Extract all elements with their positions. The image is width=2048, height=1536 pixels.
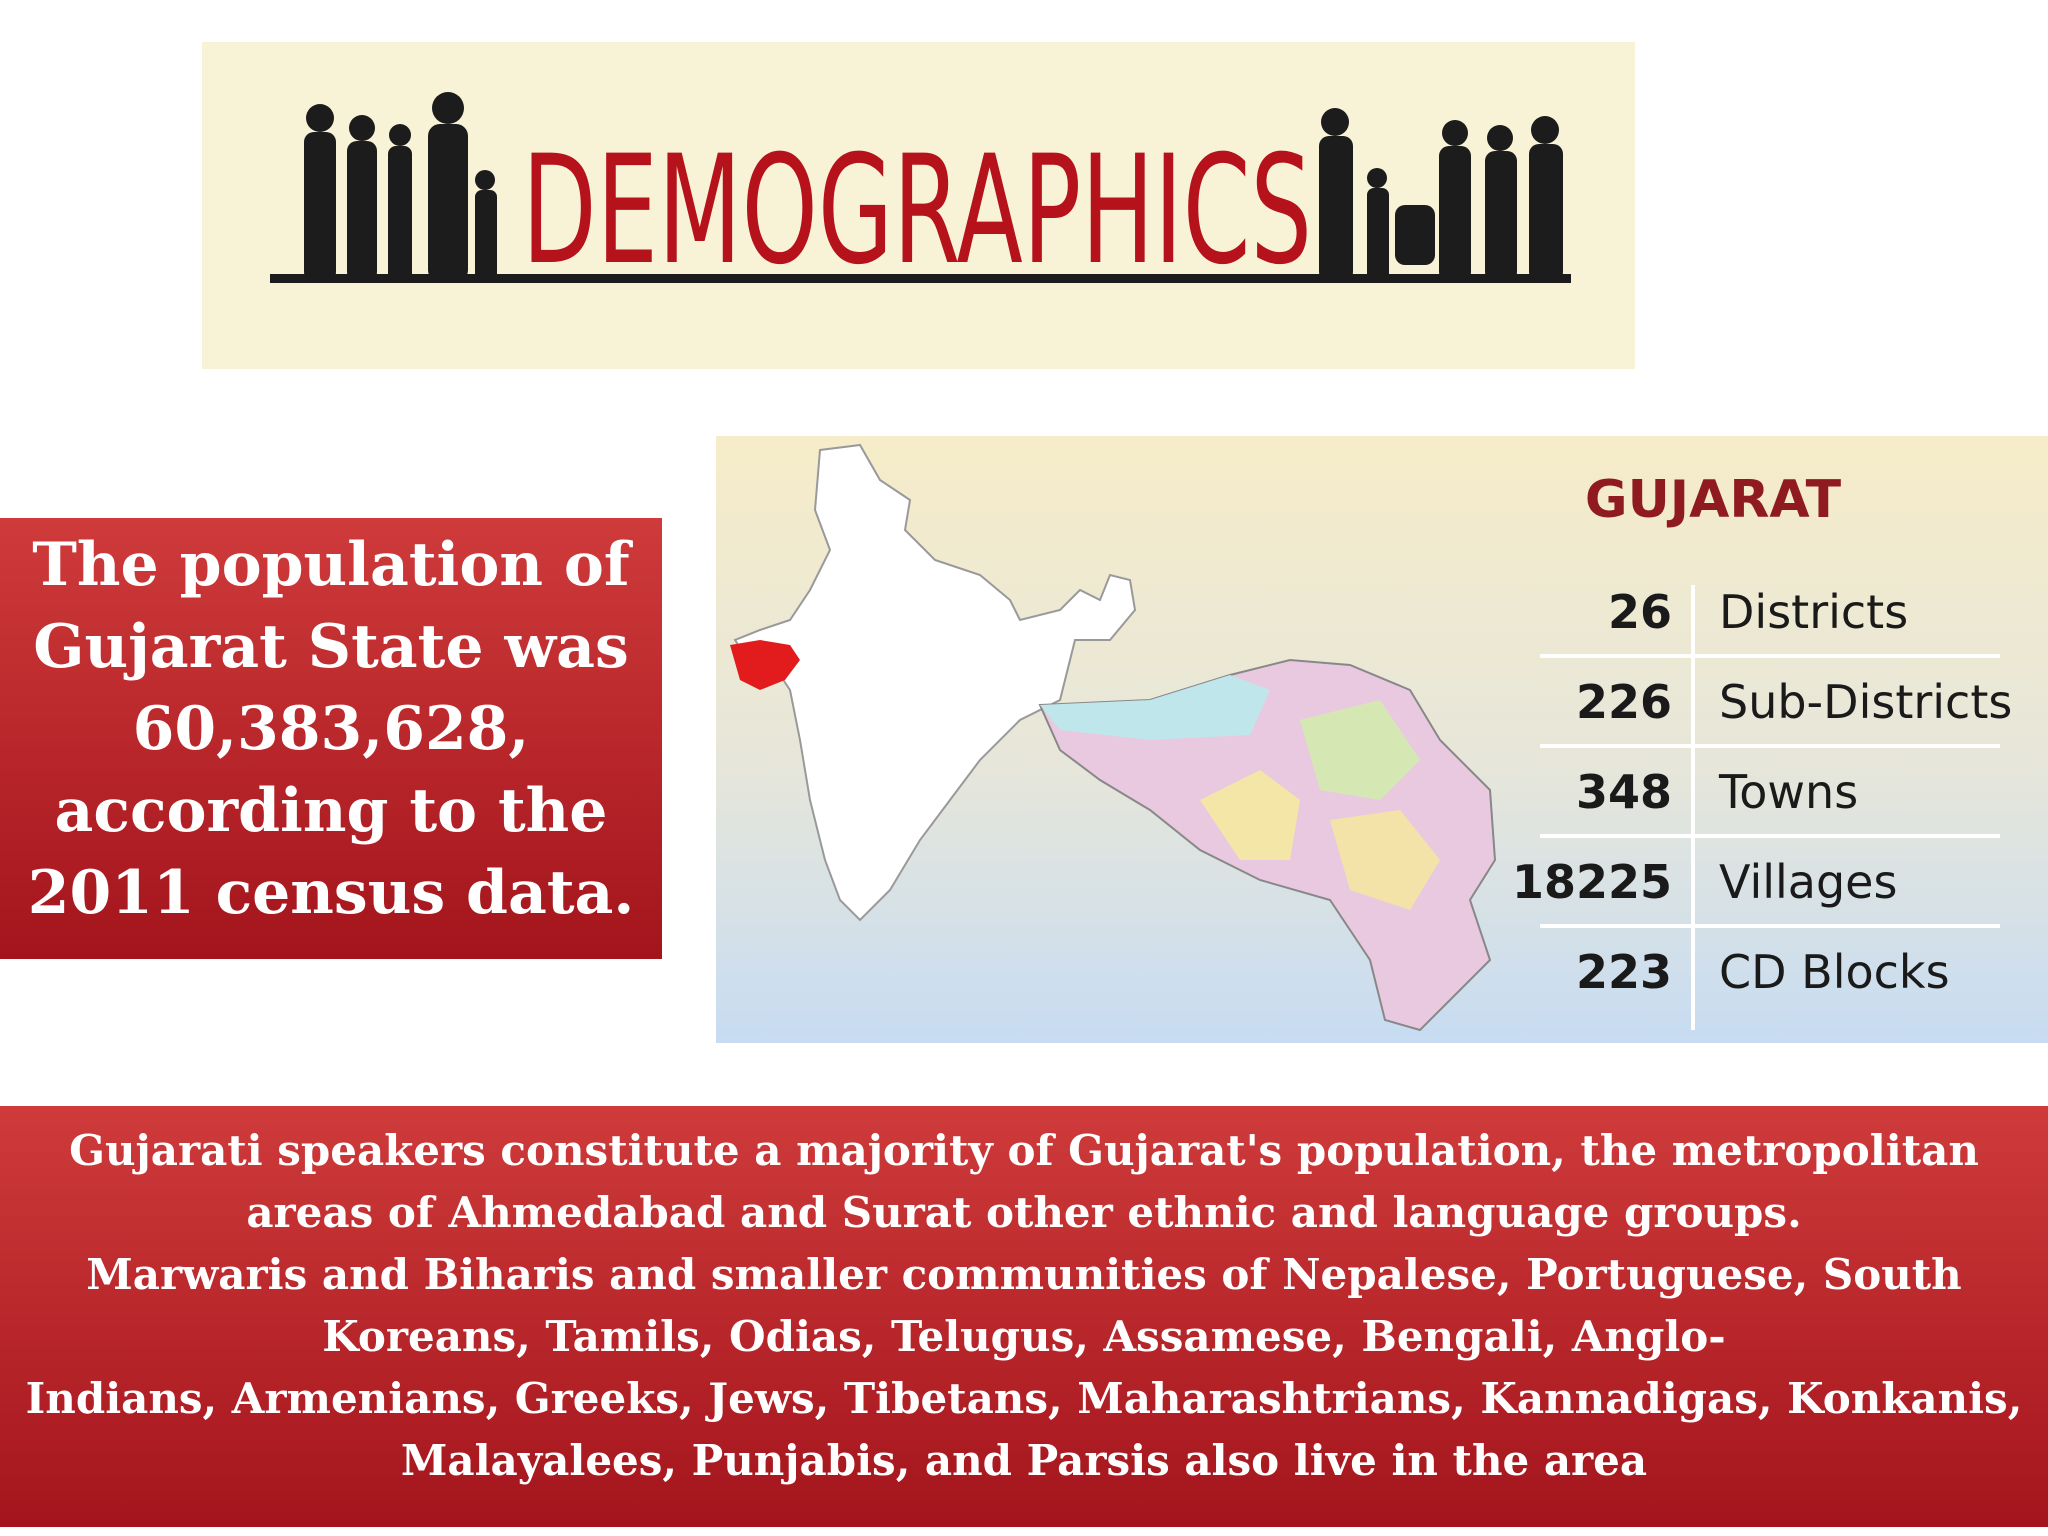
footer-line: areas of Ahmedabad and Surat other ethni… (246, 1188, 1801, 1237)
row-label: Districts (1719, 585, 1908, 639)
map-region (1330, 810, 1440, 910)
footer-line: Koreans, Tamils, Odias, Telugus, Assames… (322, 1312, 1725, 1361)
footer-line: Gujarati speakers constitute a majority … (69, 1126, 1979, 1175)
population-line: according to the (55, 776, 608, 846)
map-card-title: GUJARAT (1585, 470, 1842, 530)
banner-title: DEMOGRAPHICS (522, 124, 1312, 298)
population-box (0, 518, 662, 959)
map-region (1200, 770, 1300, 860)
row-label: CD Blocks (1719, 945, 1950, 999)
population-line: The population of (32, 530, 634, 600)
population-line: Gujarat State was (33, 612, 629, 682)
banner-underline (270, 274, 1571, 283)
row-number: 223 (1576, 945, 1672, 999)
row-label: Sub-Districts (1719, 675, 2012, 729)
row-number: 18225 (1512, 855, 1672, 909)
row-number: 348 (1576, 765, 1672, 819)
population-line: 2011 census data. (28, 858, 635, 928)
row-label: Towns (1718, 765, 1858, 819)
footer-line: Marwaris and Biharis and smaller communi… (86, 1250, 1961, 1299)
silhouettes (304, 92, 1563, 282)
footer-line: Indians, Armenians, Greeks, Jews, Tibeta… (26, 1374, 2023, 1423)
population-line: 60,383,628, (133, 694, 530, 764)
footer-box (0, 1106, 2048, 1527)
row-number: 226 (1576, 675, 1672, 729)
row-number: 26 (1608, 585, 1672, 639)
row-label: Villages (1719, 855, 1897, 909)
footer-line: Malayalees, Punjabis, and Parsis also li… (401, 1436, 1647, 1485)
map-region (1040, 675, 1270, 740)
map-region (1300, 700, 1420, 800)
india-map (733, 443, 1137, 922)
gujarat-highlight (730, 640, 800, 690)
